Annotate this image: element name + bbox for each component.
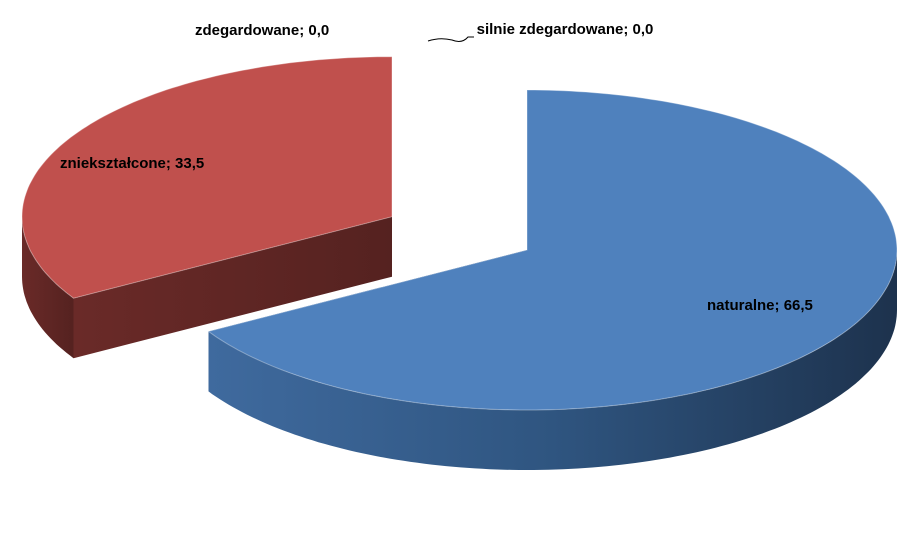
value-label: 66,5 <box>783 297 813 314</box>
value-label: 33,5 <box>175 155 205 172</box>
value-label: 0,0 <box>632 21 654 38</box>
data-label: silnie zdegardowane; 0,0 <box>476 21 654 38</box>
slice <box>207 89 898 470</box>
category-label: zdegardowane <box>195 22 300 39</box>
data-label: naturalne; 66,5 <box>707 297 813 314</box>
category-label: silnie zdegardowane <box>476 21 624 38</box>
category-label: naturalne <box>707 297 775 314</box>
slice <box>21 56 393 359</box>
data-label: zniekształcone; 33,5 <box>60 155 205 172</box>
slice-top <box>21 56 393 299</box>
leader-line <box>427 36 474 42</box>
slice-side <box>73 216 392 359</box>
data-label: zdegardowane; 0,0 <box>195 22 330 39</box>
slice-top <box>207 89 898 411</box>
category-label: zniekształcone <box>60 155 166 172</box>
value-label: 0,0 <box>308 22 330 39</box>
slices <box>21 56 898 470</box>
slice-wall <box>208 250 897 470</box>
slice-wall <box>22 216 74 359</box>
